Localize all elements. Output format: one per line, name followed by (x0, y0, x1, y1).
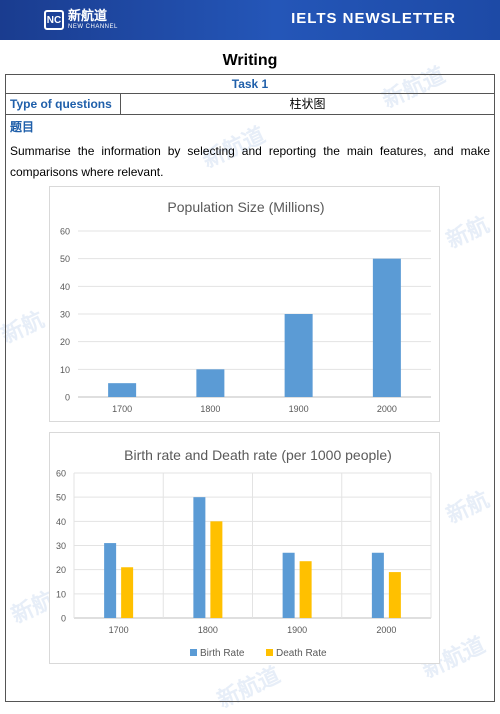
birth-death-chart-bar (282, 552, 295, 618)
birth-death-chart-y-tick-label: 30 (56, 541, 66, 551)
logo-cn: 新航道 (68, 9, 108, 24)
newsletter-title: IELTS NEWSLETTER (291, 10, 456, 27)
birth-death-chart-x-tick-label: 1900 (287, 625, 307, 635)
type-value: 柱状图 (289, 97, 326, 111)
birth-death-chart-title: Birth rate and Death rate (per 1000 peop… (124, 447, 392, 463)
birth-death-chart-y-tick-label: 60 (56, 469, 66, 479)
population-chart-y-tick-label: 20 (60, 337, 70, 347)
question-label: 题目 (10, 120, 35, 134)
type-row: Type of questions 柱状图 (6, 94, 494, 115)
birth-death-chart-x-tick-label: 2000 (376, 625, 396, 635)
birth-death-chart-legend-label: Birth Rate (200, 648, 245, 659)
birth-death-chart-legend-label: Death Rate (276, 648, 327, 659)
population-chart-y-tick-label: 60 (60, 227, 70, 237)
birth-death-chart-y-tick-label: 0 (61, 614, 66, 624)
birth-death-chart-bar (104, 543, 117, 618)
birth-death-chart-svg: Birth rate and Death rate (per 1000 peop… (56, 447, 432, 659)
population-chart-title: Population Size (Millions) (167, 199, 324, 215)
population-chart-y-tick-label: 10 (60, 365, 70, 375)
birth-death-chart-y-tick-label: 50 (56, 493, 66, 503)
birth-death-chart-bar (210, 521, 223, 618)
task-label: Task 1 (6, 75, 494, 94)
birth-death-chart-legend-swatch (266, 649, 273, 656)
birth-death-chart-x-tick-label: 1800 (198, 625, 218, 635)
birth-death-chart: Birth rate and Death rate (per 1000 peop… (49, 432, 440, 664)
logo-text: 新航道 NEW CHANNEL (68, 10, 118, 30)
population-chart-x-tick-label: 1800 (200, 404, 220, 414)
birth-death-chart-bar (193, 497, 206, 618)
birth-death-chart-bar (121, 567, 134, 618)
population-chart-y-tick-label: 40 (60, 282, 70, 292)
population-chart-bar (196, 369, 225, 397)
population-chart: Population Size (Millions) 0 10 20 30 40 50 60 1… (49, 186, 440, 422)
population-chart-x-tick-label: 1700 (112, 404, 132, 414)
birth-death-chart-x-tick-label: 1700 (109, 625, 129, 635)
logo-en: NEW CHANNEL (68, 24, 118, 30)
task-prompt: Summarise the information by selecting a… (10, 144, 490, 179)
population-chart-y-tick-label: 50 (60, 254, 70, 264)
logo-mark-icon: NC (44, 10, 64, 30)
population-chart-svg: Population Size (Millions) 0 10 20 30 40 50 60 1… (60, 199, 431, 414)
birth-death-chart-bar (299, 561, 312, 618)
type-label: Type of questions (6, 94, 121, 114)
birth-death-chart-legend-swatch (190, 649, 197, 656)
population-chart-bar (108, 383, 137, 397)
population-chart-bar (372, 258, 401, 397)
newsletter-header: NC 新航道 NEW CHANNEL IELTS NEWSLETTER (0, 0, 500, 40)
task-frame: Task 1 Type of questions 柱状图 题目 Summaris… (5, 74, 495, 702)
birth-death-chart-bar (388, 572, 401, 618)
birth-death-chart-y-tick-label: 40 (56, 517, 66, 527)
population-chart-bar (284, 314, 313, 397)
population-chart-y-tick-label: 30 (60, 310, 70, 320)
page-title: Writing (222, 52, 278, 69)
population-chart-y-tick-label: 0 (65, 393, 70, 403)
new-channel-logo: NC 新航道 NEW CHANNEL (44, 8, 118, 32)
birth-death-chart-y-tick-label: 20 (56, 565, 66, 575)
birth-death-chart-y-tick-label: 10 (56, 589, 66, 599)
birth-death-chart-bar (371, 552, 384, 618)
population-chart-x-tick-label: 1900 (289, 404, 309, 414)
population-chart-x-tick-label: 2000 (377, 404, 397, 414)
